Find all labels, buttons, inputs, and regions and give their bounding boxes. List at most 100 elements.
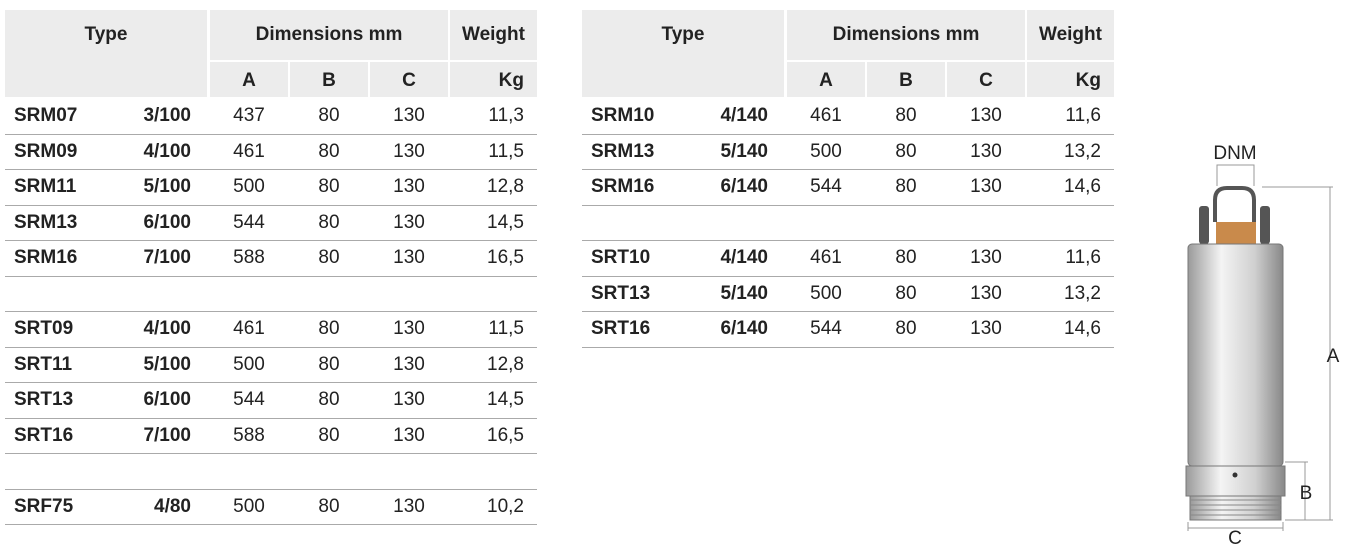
type-model: 5/140 bbox=[720, 282, 768, 304]
row-line bbox=[5, 133, 537, 135]
type-name: SRM07 bbox=[14, 105, 78, 126]
weight: 11,5 bbox=[488, 140, 524, 162]
dim-b: 80 bbox=[895, 318, 917, 339]
row-line bbox=[5, 524, 537, 525]
dim-b: 80 bbox=[318, 318, 340, 339]
dim-c: 130 bbox=[970, 247, 1002, 268]
weight: 14,6 bbox=[1064, 318, 1101, 339]
type-model: 3/100 bbox=[143, 105, 191, 126]
b-label: B bbox=[1300, 483, 1313, 504]
dim-a: 544 bbox=[233, 211, 265, 233]
header-bg bbox=[867, 62, 945, 97]
row-line bbox=[5, 311, 537, 312]
header-bg bbox=[210, 62, 288, 97]
weight: 12,8 bbox=[487, 353, 524, 375]
header-a: A bbox=[819, 70, 833, 91]
type-model: 4/100 bbox=[143, 318, 191, 339]
dim-a: 461 bbox=[233, 318, 265, 339]
dim-b: 80 bbox=[318, 247, 340, 268]
dim-b: 80 bbox=[895, 282, 917, 304]
dim-b: 80 bbox=[895, 140, 917, 162]
header-dimensions: Dimensions mm bbox=[832, 24, 980, 45]
dim-c: 130 bbox=[970, 318, 1002, 339]
weight: 13,2 bbox=[1064, 140, 1101, 162]
header-bg bbox=[450, 10, 537, 60]
dim-c: 130 bbox=[970, 176, 1002, 197]
type-name: SRM16 bbox=[591, 176, 655, 197]
dim-a: 461 bbox=[233, 140, 265, 162]
dim-c: 130 bbox=[393, 318, 425, 339]
header-a: A bbox=[242, 70, 256, 91]
dim-c: 130 bbox=[393, 105, 425, 126]
type-name: SRM16 bbox=[14, 247, 78, 268]
row-line bbox=[5, 346, 537, 348]
type-name: SRT09 bbox=[14, 318, 74, 339]
dim-a: 544 bbox=[810, 318, 842, 339]
header-b: B bbox=[322, 70, 336, 91]
type-name: SRM10 bbox=[591, 105, 655, 126]
row-line bbox=[5, 417, 537, 419]
dim-b: 80 bbox=[895, 176, 917, 197]
type-name: SRF75 bbox=[14, 495, 74, 517]
dnm-label: DNM bbox=[1213, 143, 1256, 164]
type-name: SRT13 bbox=[14, 389, 74, 410]
dim-a: 500 bbox=[810, 282, 842, 304]
dim-b: 80 bbox=[895, 105, 917, 126]
type-model: 7/100 bbox=[143, 424, 191, 446]
dim-a: 437 bbox=[233, 105, 265, 126]
dim-a: 544 bbox=[810, 176, 842, 197]
header-weight: Weight bbox=[1039, 24, 1102, 45]
dim-a: 588 bbox=[233, 424, 265, 446]
row-line bbox=[5, 488, 537, 490]
type-model: 6/140 bbox=[720, 176, 768, 197]
header-bg bbox=[290, 62, 368, 97]
dim-b: 80 bbox=[318, 424, 340, 446]
header-kg: Kg bbox=[1075, 70, 1101, 91]
dim-a: 500 bbox=[233, 353, 265, 375]
dim-b: 80 bbox=[895, 247, 917, 268]
type-name: SRM11 bbox=[14, 176, 77, 197]
dim-a: 500 bbox=[810, 140, 842, 162]
dim-c: 130 bbox=[970, 282, 1002, 304]
type-name: SRT13 bbox=[591, 282, 651, 304]
type-model: 4/80 bbox=[154, 495, 191, 517]
row-line bbox=[5, 275, 537, 277]
header-bg bbox=[947, 62, 1025, 97]
weight: 14,6 bbox=[1064, 176, 1101, 197]
header-bg bbox=[450, 62, 537, 97]
type-name: SRM09 bbox=[14, 140, 78, 162]
weight: 10,2 bbox=[487, 495, 524, 517]
dim-c: 130 bbox=[393, 495, 425, 517]
type-model: 4/140 bbox=[720, 105, 768, 126]
row-line bbox=[582, 133, 1114, 135]
dim-c: 130 bbox=[393, 424, 425, 446]
dim-c: 130 bbox=[393, 176, 425, 197]
header-bg bbox=[5, 10, 207, 97]
dim-a: 588 bbox=[233, 247, 265, 268]
row-line bbox=[5, 382, 537, 383]
row-line bbox=[5, 169, 537, 170]
weight: 14,5 bbox=[487, 211, 524, 233]
dim-c: 130 bbox=[970, 105, 1002, 126]
type-model: 6/100 bbox=[143, 211, 191, 233]
dim-c: 130 bbox=[393, 353, 425, 375]
header-bg bbox=[370, 62, 448, 97]
weight: 13,2 bbox=[1064, 282, 1101, 304]
dim-c: 130 bbox=[393, 389, 425, 410]
header-c: C bbox=[402, 70, 416, 91]
dim-b: 80 bbox=[318, 495, 340, 517]
header-dimensions: Dimensions mm bbox=[255, 24, 403, 45]
header-bg bbox=[1027, 62, 1114, 97]
row-line bbox=[582, 346, 1114, 348]
header-bg bbox=[787, 10, 1025, 60]
dim-c: 130 bbox=[393, 140, 425, 162]
header-c: C bbox=[979, 70, 993, 91]
dim-a: 461 bbox=[810, 105, 842, 126]
weight: 11,6 bbox=[1065, 105, 1101, 126]
header-bg bbox=[210, 10, 448, 60]
type-model: 4/140 bbox=[720, 247, 768, 268]
dim-b: 80 bbox=[318, 176, 340, 197]
row-line bbox=[5, 453, 537, 454]
header-bg bbox=[1027, 10, 1114, 60]
type-name: SRT11 bbox=[14, 353, 73, 375]
